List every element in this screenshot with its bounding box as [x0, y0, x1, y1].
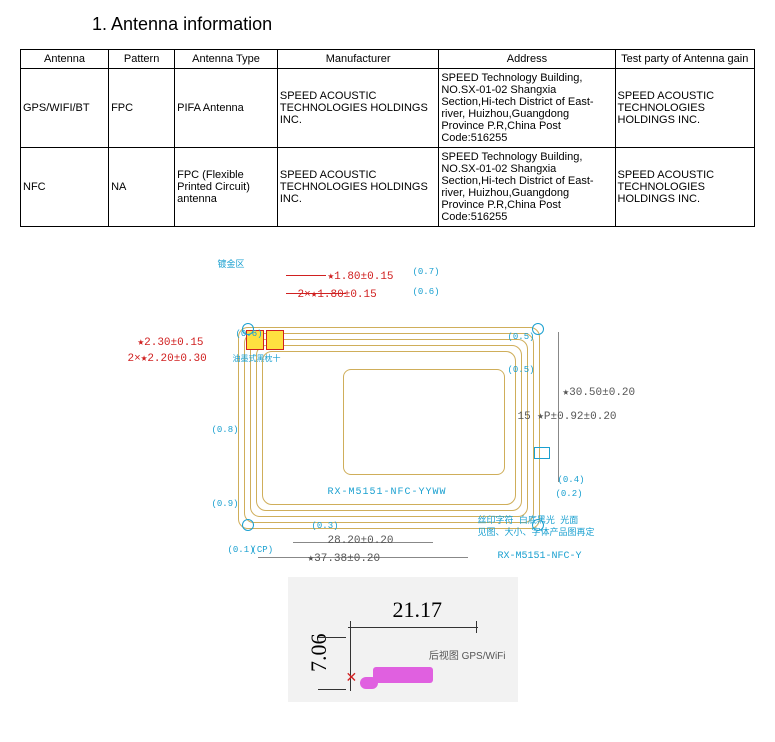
table-row: GPS/WIFI/BT FPC PIFA Antenna SPEED ACOUS…: [21, 69, 755, 148]
col-antenna: Antenna: [21, 50, 109, 69]
gps-label: 后视图 GPS/WiFi: [429, 647, 506, 662]
cell-antenna: NFC: [21, 148, 109, 227]
anno-top-c2: (0.6): [413, 287, 440, 297]
col-manufacturer: Manufacturer: [277, 50, 438, 69]
anno-top-r1: ★1.80±0.15: [328, 269, 394, 283]
anno-left-r2: 2×★2.20±0.30: [128, 351, 207, 365]
cell-address: SPEED Technology Building, NO.SX-01-02 S…: [439, 69, 615, 148]
anno-right-c2: (0.5): [508, 365, 535, 375]
col-type: Antenna Type: [175, 50, 278, 69]
anno-left-c4: (0.1): [228, 545, 255, 555]
cell-manufacturer: SPEED ACOUSTIC TECHNOLOGIES HOLDINGS INC…: [277, 148, 438, 227]
anno-top-r2: 2×★1.80±0.15: [298, 287, 377, 301]
cell-pattern: FPC: [109, 69, 175, 148]
cell-testparty: SPEED ACOUSTIC TECHNOLOGIES HOLDINGS INC…: [615, 148, 755, 227]
anno-bot-c: (0.3): [312, 521, 339, 531]
anno-left-c2: (0.8): [212, 425, 239, 435]
gps-hdim: 21.17: [393, 597, 443, 623]
antenna-table: Antenna Pattern Antenna Type Manufacture…: [20, 49, 755, 227]
anno-top-c1: (0.7): [413, 267, 440, 277]
anno-right-d2: 15 ★P±0.92±0.20: [518, 409, 617, 423]
cell-type: FPC (Flexible Printed Circuit) antenna: [175, 148, 278, 227]
section-heading: 1. Antenna information: [92, 14, 755, 35]
cell-address: SPEED Technology Building, NO.SX-01-02 S…: [439, 148, 615, 227]
anno-bot-d1: 28.20±0.20: [328, 535, 394, 547]
gps-vdim: 7.06: [306, 634, 332, 673]
cell-type: PIFA Antenna: [175, 69, 278, 148]
anno-right-c1: (0.5): [508, 332, 535, 342]
gps-rear-view: 7.06 21.17 后视图 GPS/WiFi ✕: [288, 577, 518, 702]
anno-left-c: (0.6): [236, 329, 263, 339]
anno-top-cn: 镀金区: [218, 257, 245, 270]
anno-bot-cn2: 见图、大小、字体产品图再定: [478, 525, 595, 538]
cell-antenna: GPS/WIFI/BT: [21, 69, 109, 148]
anno-bot-d2: ★37.38±0.20: [308, 551, 381, 565]
anno-left-r1: ★2.30±0.15: [138, 335, 204, 349]
anno-left-cn: 油墨式黑枕十: [233, 353, 281, 364]
anno-right-c4: (0.4): [558, 475, 585, 485]
anno-code: RX-M5151-NFC-YYWW: [328, 487, 447, 498]
anno-left-c3: (0.9): [212, 499, 239, 509]
anno-code2: RX-M5151-NFC-Y: [498, 551, 582, 562]
col-pattern: Pattern: [109, 50, 175, 69]
col-address: Address: [439, 50, 615, 69]
cell-pattern: NA: [109, 148, 175, 227]
col-testparty: Test party of Antenna gain: [615, 50, 755, 69]
table-header-row: Antenna Pattern Antenna Type Manufacture…: [21, 50, 755, 69]
anno-right-d1: ★30.50±0.20: [563, 385, 636, 399]
anno-left-cp: (CP): [252, 545, 274, 555]
origin-marker-icon: ✕: [346, 669, 358, 686]
fpc-diagram: 镀金区 ★1.80±0.15 2×★1.80±0.15 (0.7) (0.6) …: [128, 257, 648, 717]
anno-right-c3: (0.2): [556, 489, 583, 499]
cell-manufacturer: SPEED ACOUSTIC TECHNOLOGIES HOLDINGS INC…: [277, 69, 438, 148]
table-row: NFC NA FPC (Flexible Printed Circuit) an…: [21, 148, 755, 227]
cell-testparty: SPEED ACOUSTIC TECHNOLOGIES HOLDINGS INC…: [615, 69, 755, 148]
